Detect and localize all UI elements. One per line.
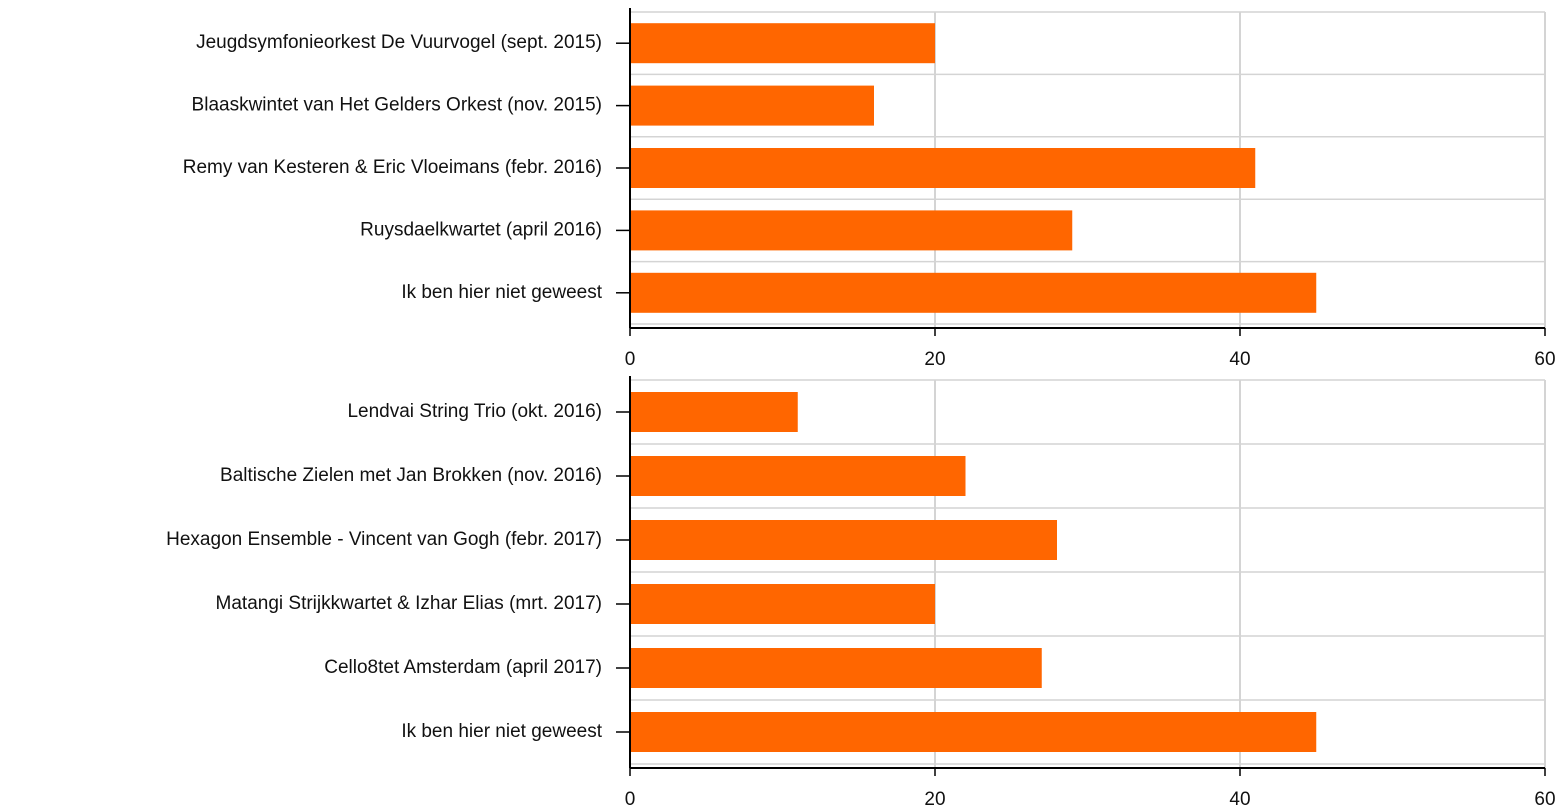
y-tick-label: Jeugdsymfonieorkest De Vuurvogel (sept. … <box>196 32 602 53</box>
y-tick-label: Matangi Strijkkwartet & Izhar Elias (mrt… <box>216 593 602 614</box>
bar <box>630 85 874 126</box>
y-tick-label: Cello8tet Amsterdam (april 2017) <box>324 657 602 678</box>
y-tick-label: Hexagon Ensemble - Vincent van Gogh (feb… <box>166 529 602 550</box>
x-tick-label: 20 <box>924 349 945 370</box>
bar <box>630 712 1317 752</box>
y-tick-label: Lendvai String Trio (okt. 2016) <box>347 401 602 422</box>
bar <box>630 584 935 624</box>
y-tick-label: Ik ben hier niet geweest <box>401 282 602 303</box>
bar <box>630 648 1042 688</box>
bar <box>630 23 935 64</box>
y-tick-label: Ik ben hier niet geweest <box>401 721 602 742</box>
x-tick-label: 40 <box>1229 349 1250 370</box>
bar <box>630 520 1057 560</box>
x-tick-label: 0 <box>625 349 636 370</box>
y-tick-label: Baltische Zielen met Jan Brokken (nov. 2… <box>220 465 602 486</box>
x-tick-label: 60 <box>1534 349 1555 370</box>
x-tick-label: 0 <box>625 789 636 810</box>
y-tick-label: Remy van Kesteren & Eric Vloeimans (febr… <box>183 157 602 178</box>
bar <box>630 272 1317 313</box>
y-tick-label: Ruysdaelkwartet (april 2016) <box>360 219 602 240</box>
x-tick-label: 40 <box>1229 789 1250 810</box>
bar <box>630 392 798 432</box>
x-tick-label: 20 <box>924 789 945 810</box>
bar <box>630 210 1073 251</box>
bar <box>630 456 966 496</box>
x-tick-label: 60 <box>1534 789 1555 810</box>
y-tick-label: Blaaskwintet van Het Gelders Orkest (nov… <box>192 95 602 116</box>
bar <box>630 148 1256 188</box>
